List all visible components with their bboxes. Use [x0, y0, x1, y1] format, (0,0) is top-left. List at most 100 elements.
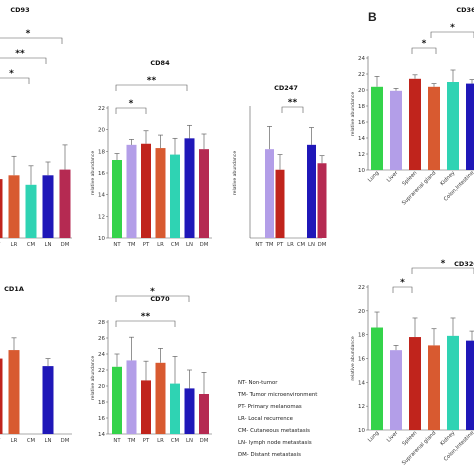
chart-cd84: CD84 10 12 14 16 18 20 22 relative abundance NT TM…	[90, 59, 212, 248]
significance-marker: *	[400, 278, 405, 288]
bar	[42, 366, 54, 434]
significance-bracket	[115, 84, 188, 91]
x-tick-label: LR	[157, 242, 164, 248]
significance-bracket	[0, 57, 47, 64]
significance-marker: *	[441, 259, 446, 269]
y-tick-label: 16	[358, 357, 365, 363]
legend-line: NT- Non-tumor	[238, 380, 278, 386]
bar	[112, 366, 122, 434]
x-tick-label: DM	[200, 438, 209, 444]
y-tick-label: 22	[358, 72, 365, 78]
significance-marker: **	[15, 49, 25, 59]
x-tick-label: Kidney	[439, 170, 456, 187]
chart-title: CD1A	[4, 285, 24, 293]
y-tick-label: 10	[98, 236, 105, 242]
significance-bracket	[411, 267, 474, 274]
x-tick-label: NT	[255, 242, 263, 248]
bar	[409, 337, 421, 430]
y-tick-label: 14	[98, 193, 105, 199]
x-tick-label: CM	[297, 242, 306, 248]
bar	[371, 86, 383, 170]
bar	[199, 394, 209, 434]
chart-cd93: CD93PTLRCMLNDM****	[0, 6, 72, 248]
y-tick-label: 18	[358, 333, 365, 339]
bar	[428, 86, 440, 170]
bar	[371, 327, 383, 430]
x-tick-label: LR	[11, 242, 18, 248]
legend-line: LR- Local recurrence	[238, 416, 294, 422]
x-tick-label: NT	[113, 242, 121, 248]
y-tick-label: 20	[98, 128, 105, 134]
bar	[25, 184, 37, 238]
y-tick-label: 16	[358, 120, 365, 126]
bar	[155, 148, 166, 238]
y-tick-label: 10	[358, 428, 365, 434]
bar	[466, 340, 474, 430]
chart-cd36: CD36 10 12 14 16 18 20 22 24 relative abundance Lu…	[350, 6, 474, 207]
bar	[170, 383, 180, 434]
x-tick-label: DM	[61, 242, 70, 248]
significance-marker: *	[129, 99, 134, 109]
significance-bracket	[281, 106, 304, 113]
legend-line: DM- Distant metastasis	[238, 452, 301, 458]
x-tick-label: LR	[157, 438, 164, 444]
significance-bracket	[0, 77, 30, 84]
y-tick-label: 18	[358, 104, 365, 110]
y-tick-label: 22	[98, 368, 105, 374]
significance-marker: **	[141, 312, 151, 322]
y-tick-label: 20	[358, 309, 365, 315]
y-tick-label: 26	[98, 336, 105, 342]
bar	[59, 169, 71, 238]
significance-marker: *	[150, 287, 155, 297]
x-tick-label: CM	[27, 438, 36, 444]
x-tick-label: LR	[287, 242, 294, 248]
bar	[199, 149, 209, 238]
x-tick-label: Lung	[367, 170, 380, 183]
x-tick-label: CM	[27, 242, 36, 248]
y-axis-label: relative abundance	[350, 92, 356, 137]
bar	[8, 175, 20, 238]
x-tick-label: Liver	[386, 170, 400, 184]
y-tick-label: 16	[98, 416, 105, 422]
bar	[184, 388, 195, 434]
x-tick-label: Liver	[386, 430, 400, 444]
y-tick-label: 18	[98, 400, 105, 406]
bar	[265, 149, 274, 238]
x-tick-label: LN	[308, 242, 315, 248]
bar	[112, 160, 122, 238]
bar	[141, 143, 151, 238]
bar	[126, 360, 137, 434]
x-tick-label: PT	[143, 438, 150, 444]
y-tick-label: 22	[358, 285, 365, 291]
legend-line: LN- lymph node metastasis	[238, 440, 312, 446]
significance-marker: *	[450, 23, 455, 33]
x-tick-label: DM	[61, 438, 70, 444]
y-tick-label: 18	[98, 149, 105, 155]
bar	[466, 83, 474, 170]
y-axis-label: relative abundance	[90, 151, 96, 196]
bar	[42, 175, 54, 238]
y-tick-label: 14	[98, 432, 105, 438]
bar	[390, 90, 402, 170]
bar	[409, 78, 421, 170]
y-tick-label: 20	[98, 384, 105, 390]
legend-line: PT- Primary melanomas	[238, 404, 302, 410]
bar	[141, 380, 151, 434]
x-tick-label: LN	[186, 438, 193, 444]
significance-bracket	[115, 107, 147, 114]
x-tick-label: CM	[171, 438, 180, 444]
bar	[447, 335, 459, 430]
chart-title: CD247	[274, 84, 298, 92]
bar	[126, 144, 137, 238]
significance-marker: *	[422, 39, 427, 49]
y-tick-label: 24	[358, 56, 365, 62]
x-tick-label: Lung	[367, 430, 380, 443]
y-axis-label: relative abundance	[90, 356, 96, 401]
abbreviation-legend: NT- Non-tumor TM- Tumor microenvironment…	[237, 380, 317, 458]
significance-bracket	[0, 37, 63, 44]
y-tick-label: 28	[98, 320, 105, 326]
chart-title: CD36	[456, 6, 474, 14]
x-tick-label: TM	[127, 242, 136, 248]
bar	[8, 350, 20, 434]
